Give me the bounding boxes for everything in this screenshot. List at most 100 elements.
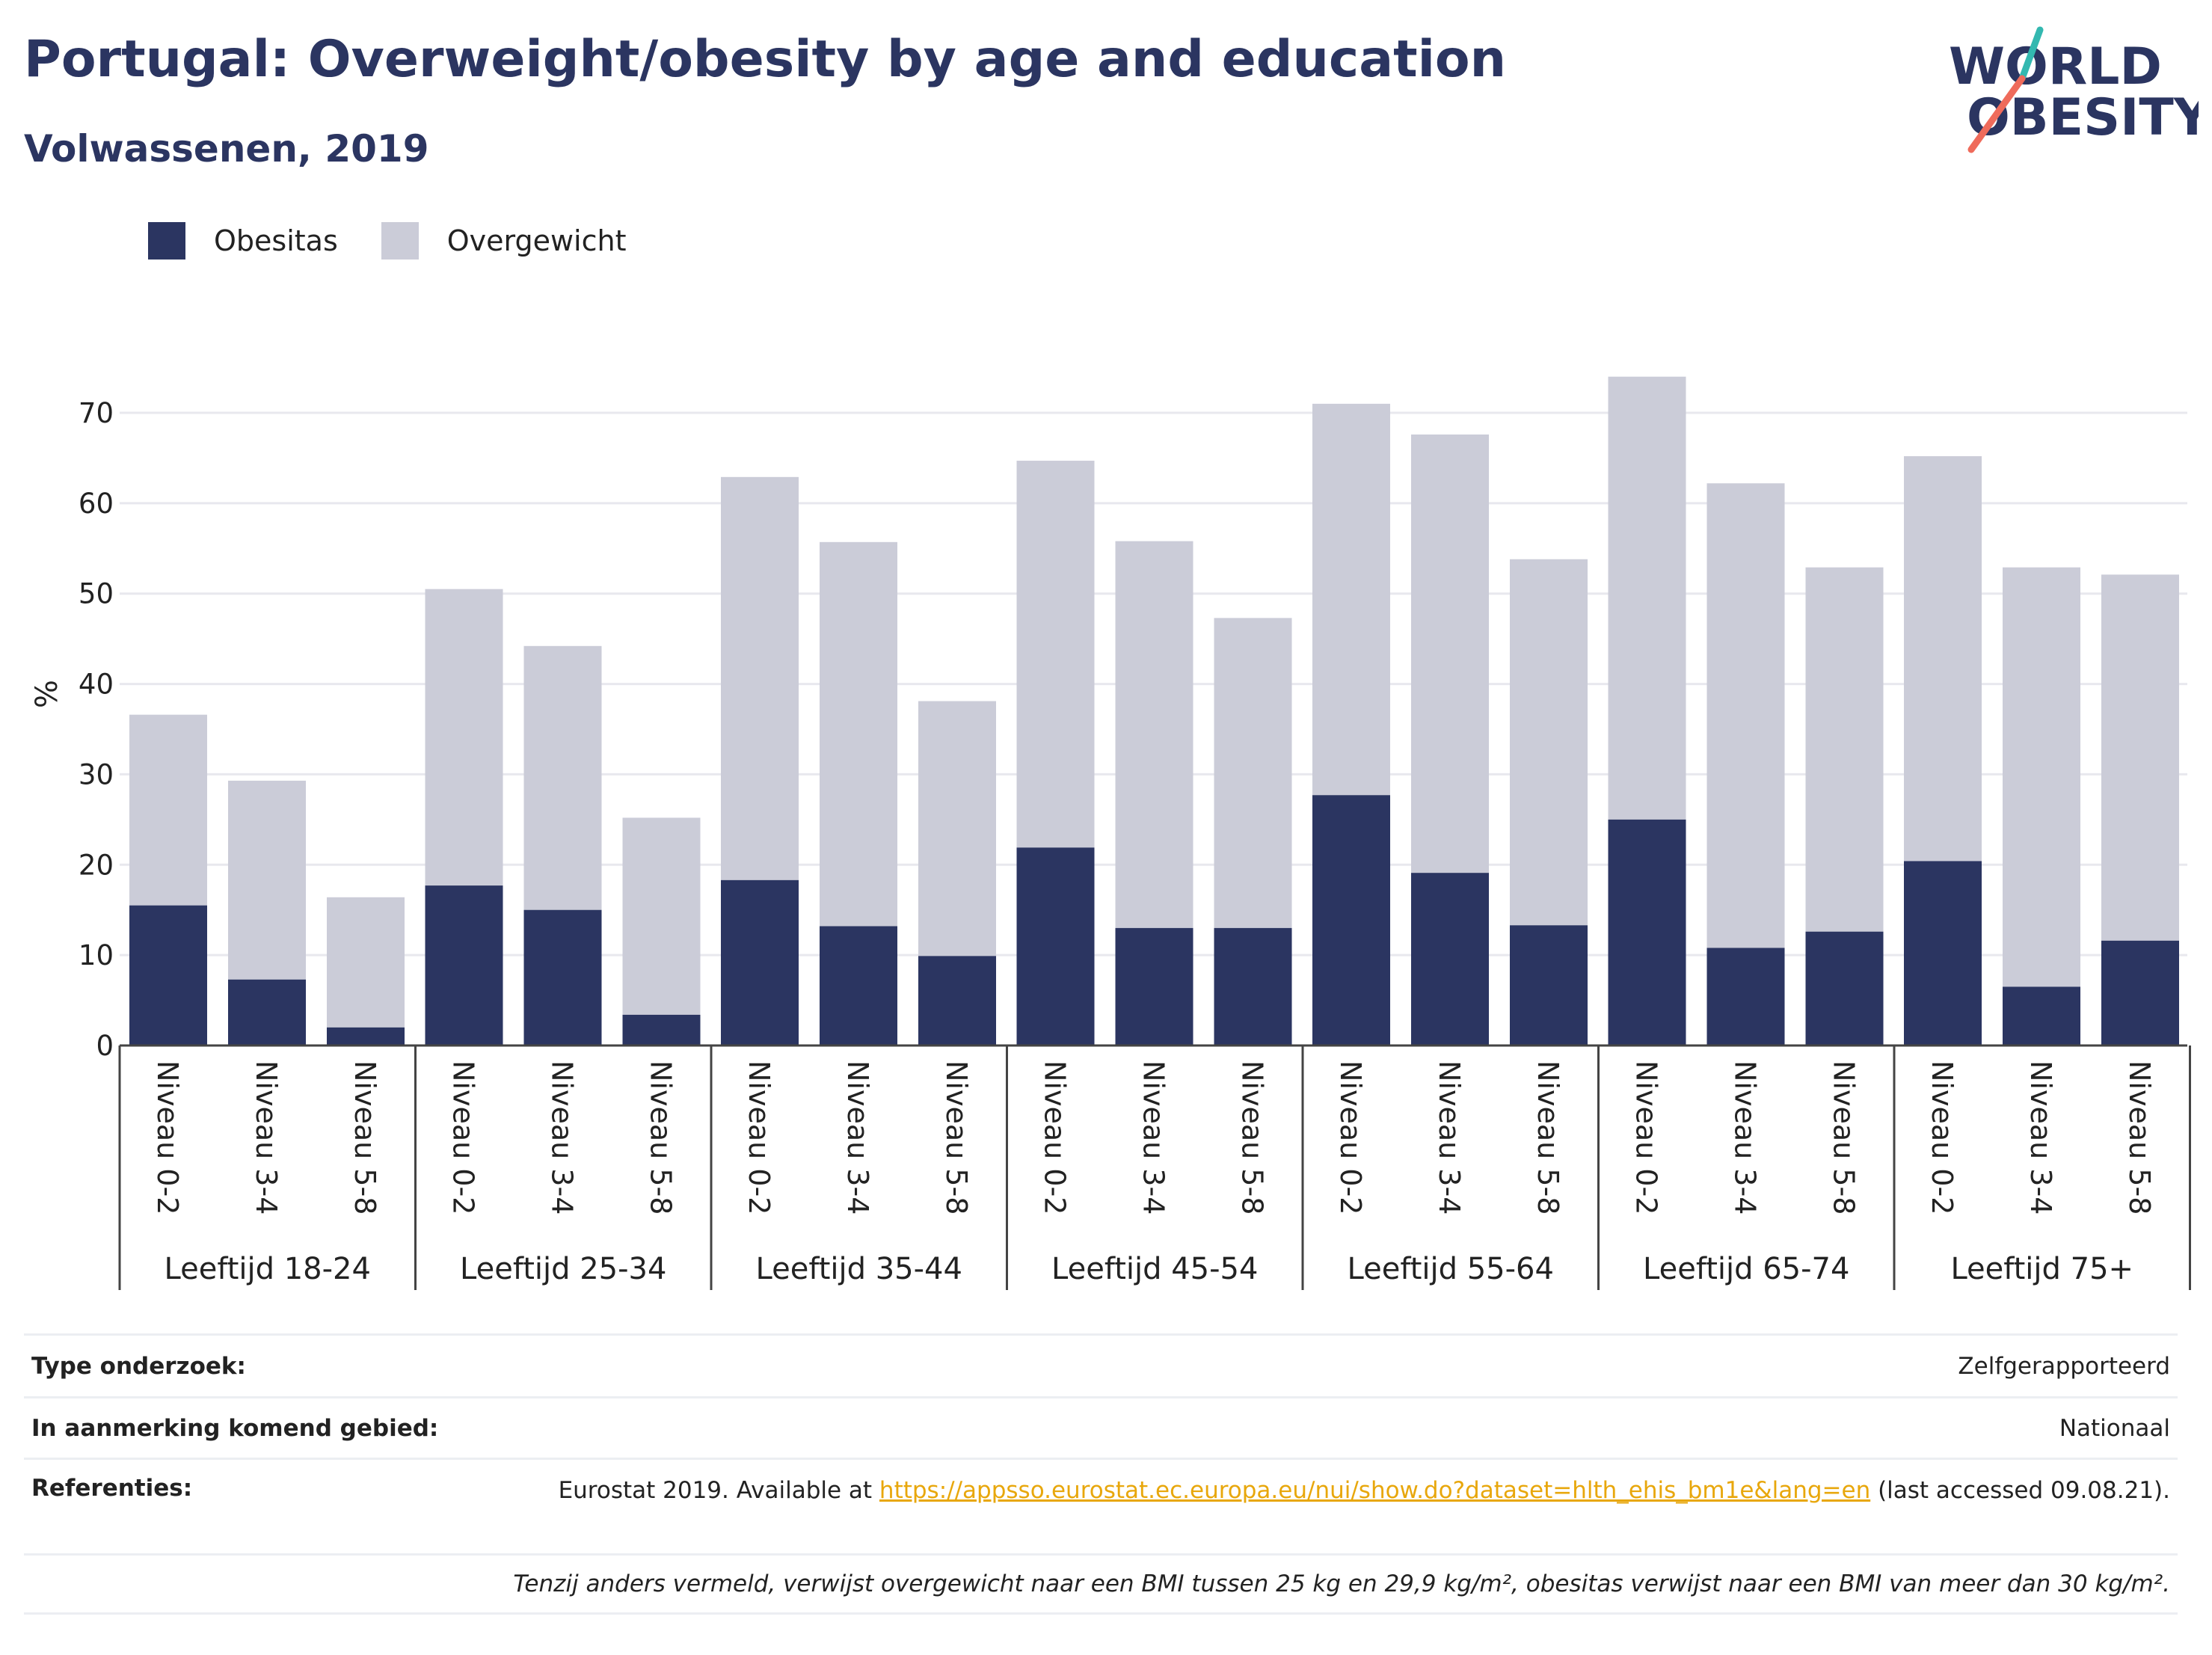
bar-overgewicht <box>1214 618 1292 928</box>
legend-swatch-overgewicht <box>381 222 419 260</box>
reference-suffix: (last accessed 09.08.21). <box>1870 1477 2170 1504</box>
group-label: Leeftijd 65-74 <box>1643 1252 1849 1286</box>
group-label: Leeftijd 25-34 <box>460 1252 666 1286</box>
x-tick-label: Niveau 0-2 <box>1926 1060 1958 1215</box>
bar-obesitas <box>1016 847 1095 1045</box>
footnote-text: Tenzij anders vermeld, verwijst overgewi… <box>513 1570 2170 1597</box>
group-label: Leeftijd 75+ <box>1950 1252 2133 1286</box>
bar-overgewicht <box>425 589 503 886</box>
y-tick-label: 30 <box>79 758 114 790</box>
bar-overgewicht <box>1608 376 1686 820</box>
reference-link[interactable]: https://appsso.eurostat.ec.europa.eu/nui… <box>879 1477 1871 1504</box>
bar-overgewicht <box>721 476 799 880</box>
info-row-references: Referenties: Eurostat 2019. Available at… <box>24 1458 2178 1553</box>
info-row-footnote: Tenzij anders vermeld, verwijst overgewi… <box>24 1553 2178 1615</box>
x-tick-label: Niveau 0-2 <box>1039 1060 1072 1215</box>
group-label: Leeftijd 45-54 <box>1051 1252 1258 1286</box>
x-tick-label: Niveau 5-8 <box>2123 1060 2156 1215</box>
chart-legend: Obesitas Overgewicht <box>148 218 670 263</box>
x-tick-label: Niveau 3-4 <box>841 1060 874 1215</box>
stacked-bar-chart: 0 10 20 30 40 50 60 70% Niveau 0-2 Niveau 3-4 Nive… <box>30 376 2191 1290</box>
info-row-area: In aanmerking komend gebied: Nationaal <box>24 1396 2178 1458</box>
page-subtitle: Volwassenen, 2019 <box>24 127 429 171</box>
info-value-area: Nationaal <box>2059 1414 2170 1442</box>
x-tick-label: Niveau 0-2 <box>1334 1060 1367 1215</box>
bar-overgewicht <box>2101 574 2179 941</box>
legend-item-obesitas[interactable]: Obesitas <box>148 222 338 260</box>
bar-obesitas <box>1411 873 1489 1045</box>
x-tick-label: Niveau 5-8 <box>940 1060 973 1215</box>
bar-obesitas <box>1510 925 1588 1045</box>
world-obesity-logo: WORLD OBESITY <box>1949 26 2199 153</box>
legend-label-overgewicht: Overgewicht <box>446 224 627 257</box>
page-title: Portugal: Overweight/obesity by age and … <box>24 30 1507 89</box>
info-label-references: Referenties: <box>31 1475 193 1502</box>
x-tick-label: Niveau 0-2 <box>743 1060 775 1215</box>
bar-obesitas <box>1608 819 1686 1045</box>
y-tick-label: 40 <box>79 669 114 701</box>
x-tick-label: Niveau 0-2 <box>151 1060 184 1215</box>
legend-swatch-obesitas <box>148 222 185 260</box>
bar-overgewicht <box>1904 456 1982 862</box>
bar-overgewicht <box>622 817 701 1015</box>
x-tick-label: Niveau 3-4 <box>2024 1060 2057 1215</box>
x-tick-label: Niveau 5-8 <box>1531 1060 1564 1215</box>
bar-overgewicht <box>1115 541 1193 928</box>
bar-obesitas <box>918 956 996 1045</box>
bar-overgewicht <box>129 714 207 906</box>
x-tick-label: Niveau 3-4 <box>546 1060 579 1215</box>
bar-overgewicht <box>327 897 405 1028</box>
bar-overgewicht <box>1312 403 1390 796</box>
x-tick-label: Niveau 3-4 <box>250 1060 283 1215</box>
bar-obesitas <box>129 905 207 1045</box>
y-tick-label: 70 <box>79 397 114 429</box>
x-tick-label: Niveau 3-4 <box>1137 1060 1170 1215</box>
bar-overgewicht <box>523 645 602 910</box>
bar-overgewicht <box>918 701 996 957</box>
bar-obesitas <box>721 879 799 1045</box>
bar-obesitas <box>1805 931 1884 1045</box>
x-tick-label: Niveau 5-8 <box>645 1060 678 1215</box>
logo-slash-coral <box>1967 75 2026 153</box>
bar-overgewicht <box>2003 567 2080 987</box>
bar-obesitas <box>1904 861 1982 1045</box>
bar-obesitas <box>1214 927 1292 1045</box>
bar-overgewicht <box>820 541 897 927</box>
info-value-type: Zelfgerapporteerd <box>1958 1352 2170 1380</box>
group-label: Leeftijd 35-44 <box>756 1252 962 1286</box>
x-tick-label: Niveau 3-4 <box>1433 1060 1466 1215</box>
info-label-area: In aanmerking komend gebied: <box>31 1414 439 1442</box>
x-tick-label: Niveau 3-4 <box>1729 1060 1762 1215</box>
y-tick-label: 10 <box>79 939 114 971</box>
bar-obesitas <box>1312 795 1390 1045</box>
y-tick-label: 60 <box>79 488 114 520</box>
bar-overgewicht <box>1016 461 1095 848</box>
bar-obesitas <box>2101 940 2179 1045</box>
legend-item-overgewicht[interactable]: Overgewicht <box>381 222 627 260</box>
legend-label-obesitas: Obesitas <box>214 224 338 257</box>
bar-obesitas <box>425 885 503 1045</box>
bar-overgewicht <box>228 780 306 980</box>
bar-obesitas <box>228 979 306 1045</box>
bar-obesitas <box>1115 927 1193 1045</box>
bar-obesitas <box>2003 986 2080 1045</box>
y-tick-label: 20 <box>79 849 114 881</box>
x-tick-label: Niveau 5-8 <box>1236 1060 1269 1215</box>
x-tick-label: Niveau 5-8 <box>1828 1060 1861 1215</box>
y-tick-label: 0 <box>96 1030 114 1062</box>
info-row-type: Type onderzoek: Zelfgerapporteerd <box>24 1333 2178 1396</box>
bar-obesitas <box>622 1014 701 1045</box>
info-table: Type onderzoek: Zelfgerapporteerd In aan… <box>24 1333 2178 1615</box>
logo-line-1: WORLD <box>1949 37 2162 96</box>
x-tick-label: Niveau 0-2 <box>1630 1060 1663 1215</box>
bar-overgewicht <box>1805 567 1884 932</box>
x-tick-label: Niveau 0-2 <box>447 1060 480 1215</box>
bar-obesitas <box>327 1027 405 1045</box>
x-tick-label: Niveau 5-8 <box>348 1060 381 1215</box>
y-tick-label: 50 <box>79 578 114 610</box>
bar-overgewicht <box>1411 435 1489 873</box>
bar-obesitas <box>1706 948 1785 1045</box>
bar-overgewicht <box>1510 559 1588 926</box>
info-value-references: Eurostat 2019. Available at https://apps… <box>450 1475 2170 1506</box>
reference-prefix: Eurostat 2019. Available at <box>558 1477 879 1504</box>
